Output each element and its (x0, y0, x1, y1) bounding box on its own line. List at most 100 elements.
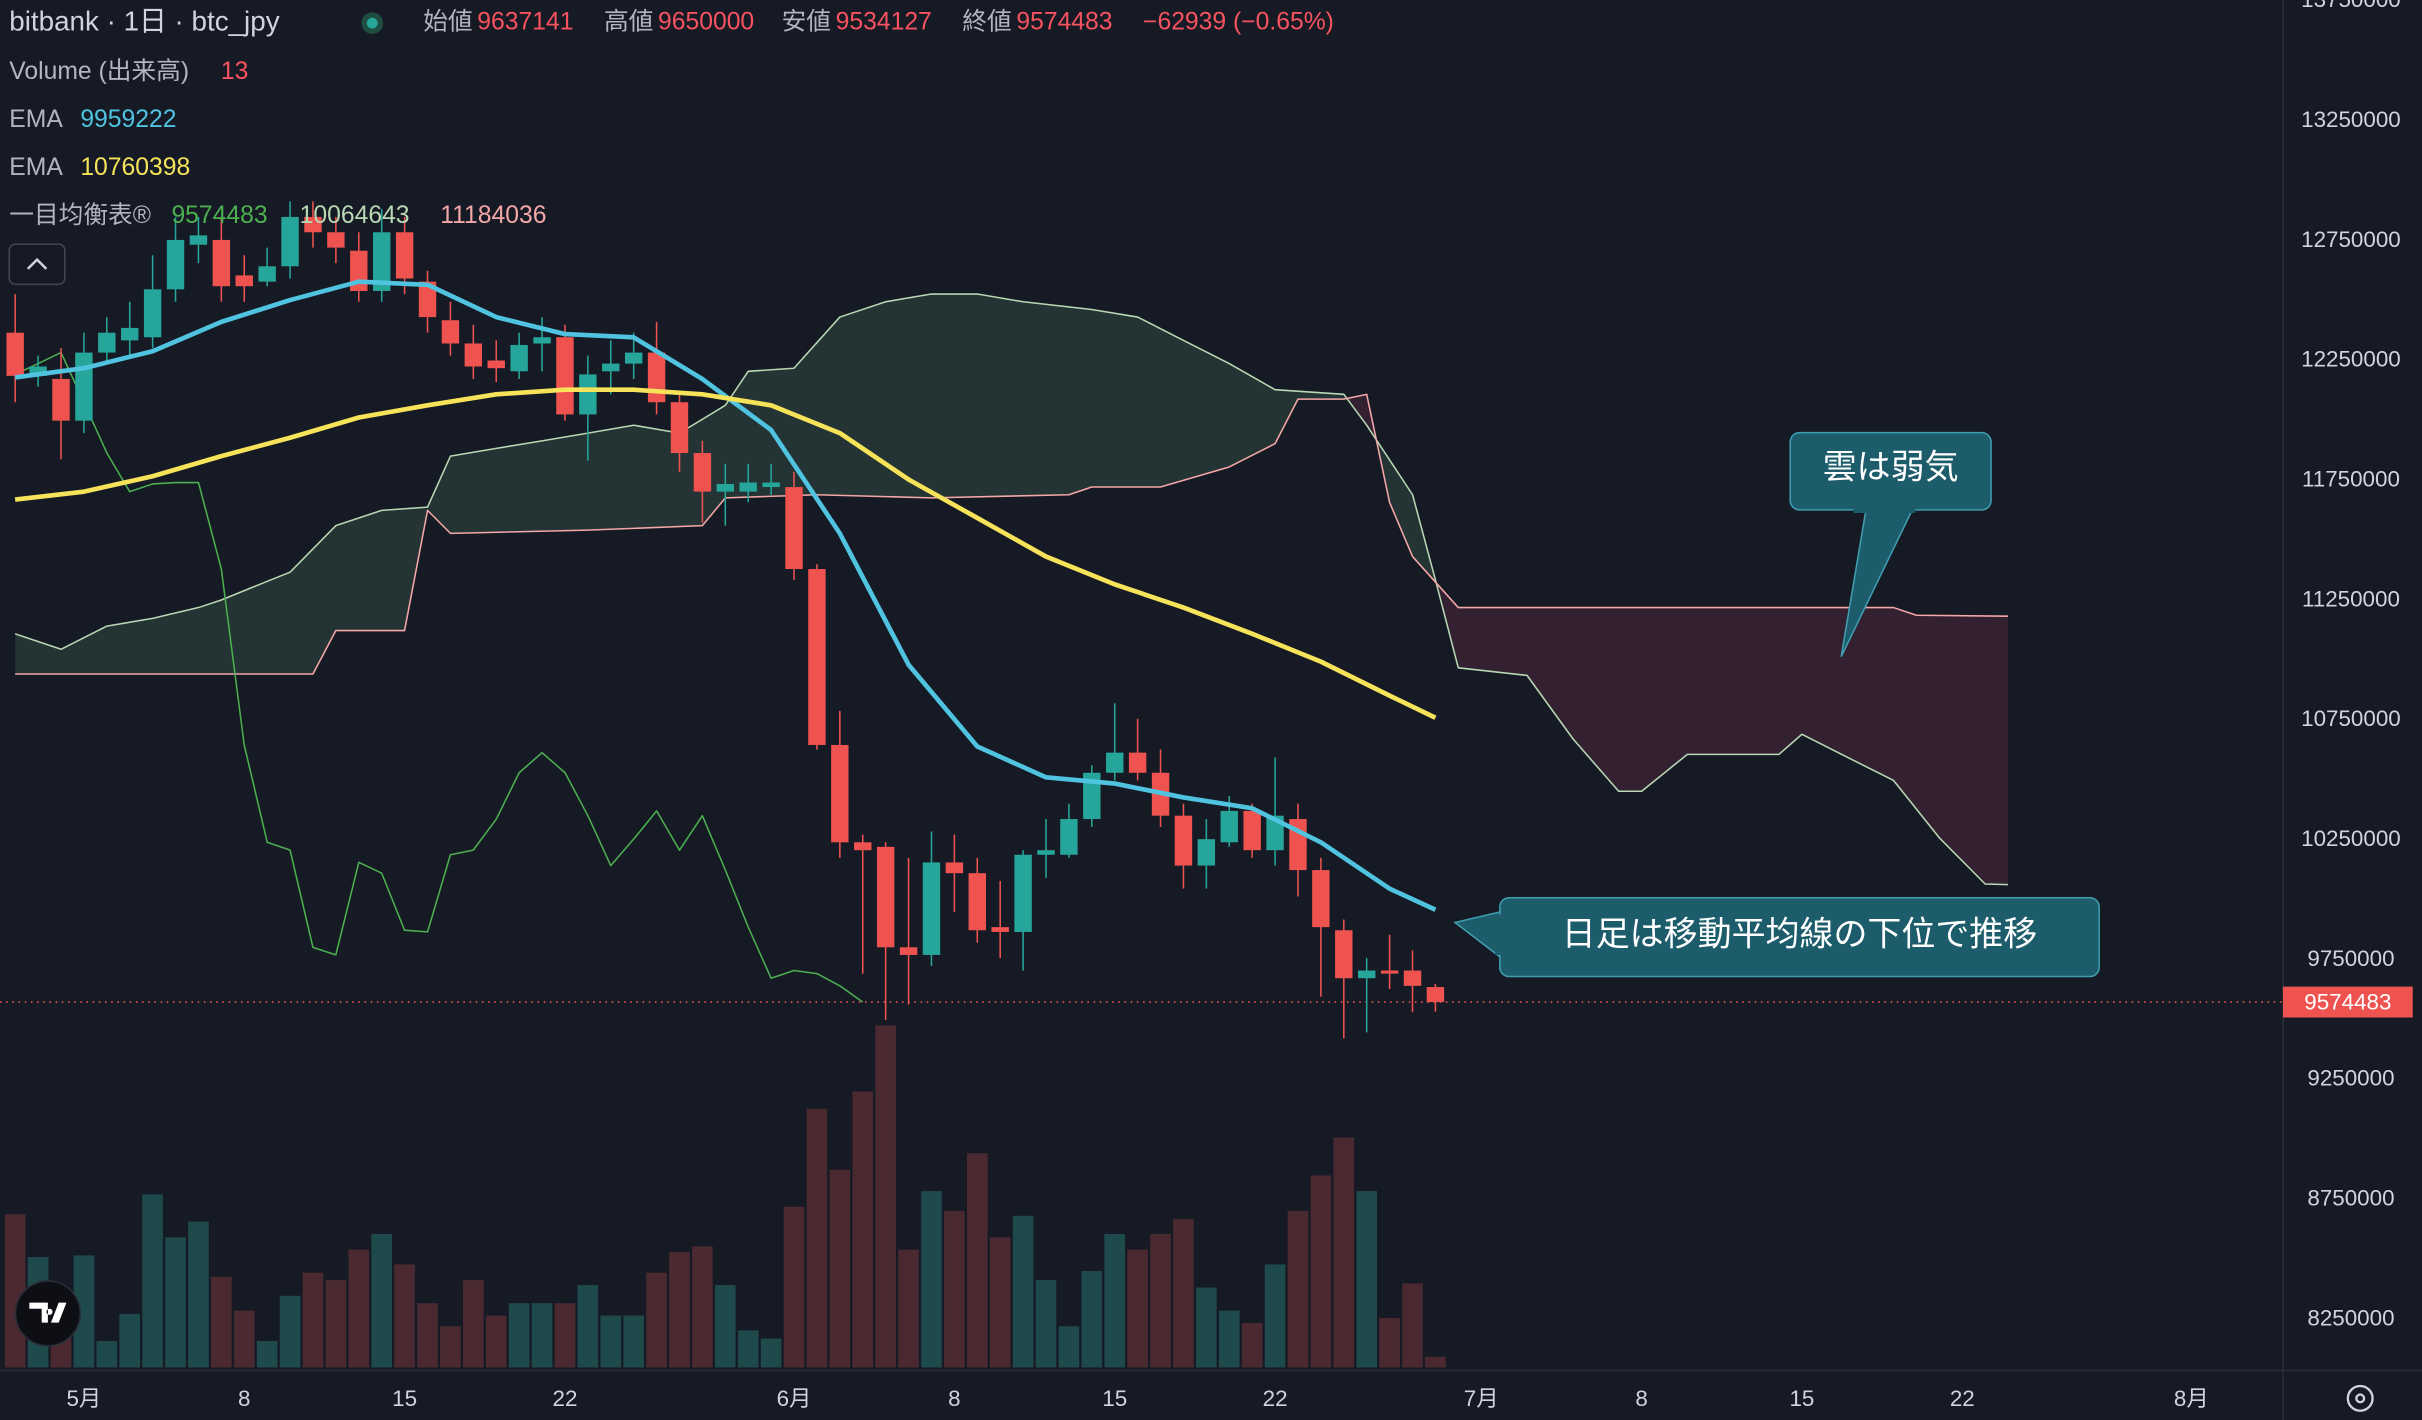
volume-bar (944, 1210, 965, 1368)
collapse-button[interactable] (8, 243, 66, 286)
collapse-icon (26, 257, 48, 270)
y-tick-label: 11750000 (2302, 467, 2400, 492)
volume-bar (485, 1315, 507, 1368)
plot (0, 201, 2283, 1368)
volume-bar (1035, 1280, 1057, 1368)
ema-line (14, 387, 1437, 720)
candle-body (1380, 970, 1399, 974)
volume-bar (508, 1303, 530, 1368)
settings-icon[interactable] (2346, 1384, 2374, 1412)
candle-body (1357, 970, 1376, 979)
legend-ema: EMA (9, 154, 63, 181)
y-tick-label: 12750000 (2301, 227, 2401, 252)
volume-bar (165, 1237, 186, 1368)
volume-bar (96, 1341, 118, 1368)
candle-body (1220, 810, 1238, 843)
y-tick-label: 9750000 (2307, 946, 2394, 971)
candle-body (395, 232, 414, 279)
volume-bar (646, 1272, 667, 1368)
volume-bar (279, 1295, 301, 1368)
candle-body (510, 344, 528, 372)
candle-body (579, 374, 597, 415)
x-tick-label: 8月 (2174, 1386, 2209, 1411)
x-tick-label: 8 (1635, 1386, 1647, 1411)
volume-bar (463, 1280, 484, 1368)
span-a-line (14, 293, 2009, 886)
volume-bar (1104, 1233, 1126, 1368)
price-tag (2282, 986, 2413, 1018)
chart-title: bitbank · 1日 · btc_jpy (9, 6, 279, 37)
annotation-cloud: 雲は弱気 (1789, 431, 1992, 658)
volume-bar (966, 1153, 988, 1368)
volume-bar (1173, 1219, 1194, 1368)
volume-bar (394, 1264, 415, 1368)
close-value: 9574483 (1016, 9, 1112, 36)
callout-joint (1853, 505, 1916, 513)
volume-bar (1081, 1271, 1103, 1368)
y-tick-label: 11250000 (2302, 586, 2400, 611)
y-tick-label: 9250000 (2307, 1066, 2394, 1091)
x-tick-label: 15 (1789, 1386, 1814, 1411)
span-b-line (15, 393, 2009, 675)
candle-body (29, 366, 47, 376)
candle-body (876, 846, 895, 948)
candle-body (1060, 819, 1078, 855)
cloud-bull (15, 294, 2009, 674)
volume-bar (531, 1303, 553, 1368)
volume-bar (1264, 1264, 1286, 1368)
legend-volume: Volume (出来高) (9, 57, 189, 85)
volume-bar (142, 1194, 163, 1368)
candle-body (762, 482, 780, 488)
volume-bar (1333, 1137, 1355, 1368)
volume-bar (806, 1108, 828, 1368)
volume-bar (371, 1233, 393, 1368)
candle-body (899, 947, 918, 955)
volume-bar (188, 1221, 209, 1368)
x-tick-label: 22 (1950, 1386, 1975, 1411)
candle-body (212, 239, 231, 287)
candle-body (968, 873, 986, 931)
volume-bar (1218, 1310, 1240, 1368)
legend-ichimoku: 一目均衡表® (9, 201, 151, 229)
volume-bar (119, 1313, 141, 1368)
candle-body (624, 352, 643, 364)
logo[interactable] (14, 1280, 82, 1347)
y-tick-label: 8250000 (2307, 1305, 2394, 1330)
volume-bar (989, 1237, 1011, 1368)
volume-bar (829, 1169, 851, 1368)
candle-body (464, 343, 483, 367)
volume-bar (714, 1285, 736, 1368)
candle-body (1083, 772, 1101, 820)
volume-bar (1196, 1287, 1217, 1368)
ema-line (14, 279, 1437, 912)
candle-body (1037, 850, 1055, 855)
low-label: 安値 (782, 8, 831, 36)
candle-body (785, 487, 803, 570)
low-value: 9534127 (836, 9, 932, 36)
volume-bar (302, 1272, 324, 1368)
volume-bar (417, 1303, 438, 1368)
volume-bar (73, 1255, 95, 1368)
candle-body (831, 744, 849, 843)
volume-bar (1425, 1356, 1446, 1368)
candle-body (922, 862, 941, 955)
volume-bar (921, 1191, 942, 1368)
y-tick-label: 10750000 (2301, 706, 2401, 731)
annotation-text: 雲は弱気 (1823, 449, 1959, 487)
volume-bar (325, 1280, 347, 1368)
volume-bar (669, 1252, 690, 1368)
change: −62939 (−0.65%) (1143, 9, 1334, 36)
legend-lagging-value: 9574483 (171, 202, 267, 229)
candle-body (75, 352, 93, 421)
candle-body (304, 216, 322, 233)
candle-body (327, 232, 345, 248)
volume-bar (1402, 1283, 1423, 1368)
candle-body (98, 332, 116, 353)
high-value: 9650000 (658, 9, 754, 36)
open-label: 始値 (423, 8, 472, 36)
candle-body (143, 289, 162, 338)
volume-bar (1310, 1175, 1332, 1368)
x-tick-label: 7月 (1464, 1386, 1499, 1411)
legend-ema-value: 10760398 (80, 154, 190, 181)
